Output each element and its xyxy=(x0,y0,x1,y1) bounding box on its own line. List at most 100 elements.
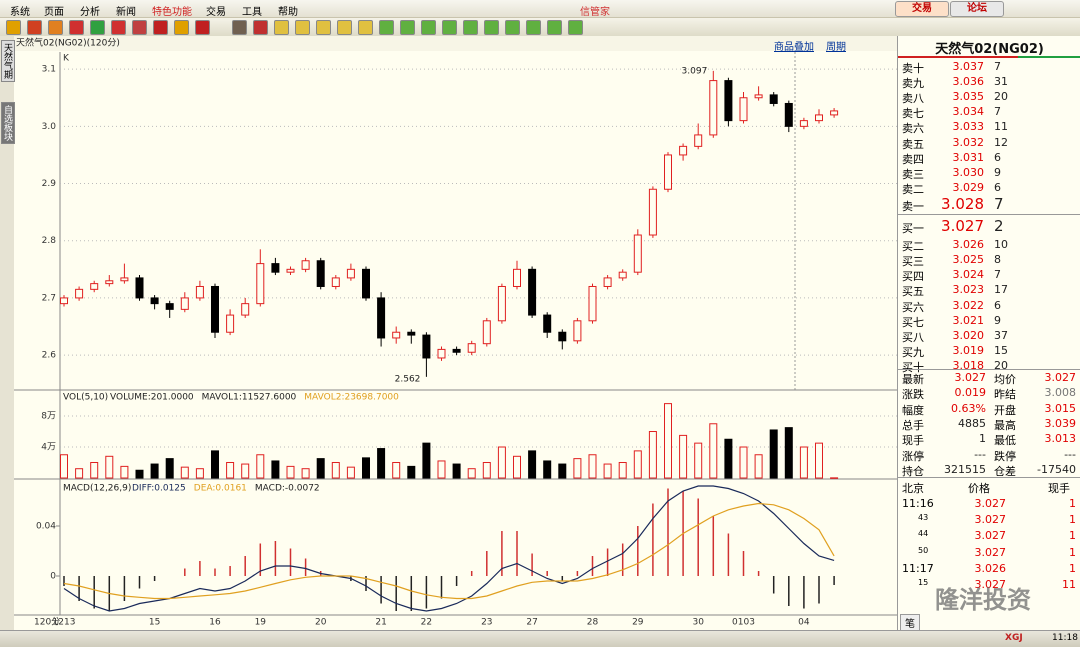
tool-icon[interactable] xyxy=(48,20,63,35)
stat-label: 涨停 xyxy=(902,449,924,463)
volume-bar xyxy=(362,457,370,479)
trade-qty: 1 xyxy=(1069,529,1076,543)
trade-time: 50 xyxy=(918,545,929,555)
tool-icon[interactable] xyxy=(400,20,415,35)
volume-bar xyxy=(105,455,114,479)
tool-icon[interactable] xyxy=(6,20,21,35)
menu-item[interactable]: 分析 xyxy=(80,7,100,18)
side-strip xyxy=(0,36,14,630)
side-tab[interactable]: 天然气期 xyxy=(1,40,15,82)
top-button[interactable]: 交易 xyxy=(895,1,949,17)
candle-body xyxy=(467,343,476,353)
chart-link[interactable]: 周期 xyxy=(826,42,846,53)
top-button[interactable]: 论坛 xyxy=(950,1,1004,17)
volume-bar xyxy=(301,468,310,479)
level-price: 3.027 xyxy=(941,217,984,235)
level-price: 3.024 xyxy=(952,268,985,282)
volume-bar xyxy=(513,455,521,479)
menu-item[interactable]: 工具 xyxy=(242,7,262,18)
legend-entry: MAVOL1:11527.6000 xyxy=(202,393,297,403)
tool-icon[interactable] xyxy=(316,20,331,35)
level-label: 买三 xyxy=(902,255,924,269)
menu-item[interactable]: 新闻 xyxy=(116,7,136,18)
tool-icon[interactable] xyxy=(379,20,394,35)
tool-icon[interactable] xyxy=(421,20,436,35)
tool-icon[interactable] xyxy=(547,20,562,35)
menu-item[interactable]: 帮助 xyxy=(278,7,298,18)
tool-icon[interactable] xyxy=(232,20,247,35)
tool-icon[interactable] xyxy=(484,20,499,35)
candle-body xyxy=(226,314,235,333)
tool-icon[interactable] xyxy=(174,20,189,35)
candle-body xyxy=(195,285,204,299)
volume-bar xyxy=(558,463,567,479)
stat-label: 昨结 xyxy=(994,388,1016,402)
tool-icon[interactable] xyxy=(153,20,168,35)
tool-icon[interactable] xyxy=(253,20,268,35)
tool-icon[interactable] xyxy=(195,20,210,35)
menu-item[interactable]: 交易 xyxy=(206,7,226,18)
tool-icon[interactable] xyxy=(463,20,478,35)
volume-bar xyxy=(271,460,280,479)
chart-link[interactable]: 商品叠加 xyxy=(774,42,814,53)
tool-icon[interactable] xyxy=(69,20,84,35)
candle-body xyxy=(90,283,99,290)
level-qty: 9 xyxy=(994,165,1001,179)
tool-icon[interactable] xyxy=(27,20,42,35)
tool-icon[interactable] xyxy=(505,20,520,35)
divider xyxy=(898,369,1080,370)
stat-value: 1 xyxy=(979,432,986,446)
level-label: 买四 xyxy=(902,270,924,284)
volume-bar xyxy=(392,462,401,479)
volume-bar xyxy=(543,460,552,479)
volume-bar xyxy=(739,446,748,479)
chart-header xyxy=(14,36,897,51)
candle-body xyxy=(422,334,431,359)
tool-icon[interactable] xyxy=(111,20,126,35)
tool-icon[interactable] xyxy=(442,20,457,35)
volume-bar xyxy=(528,450,537,479)
menu-item[interactable]: 系统 xyxy=(10,7,30,18)
y-tick-label: 8万 xyxy=(41,412,56,422)
level-label: 买五 xyxy=(902,285,924,299)
volume-bar xyxy=(815,442,823,479)
level-label: 卖八 xyxy=(902,92,924,106)
candle-body xyxy=(256,263,265,305)
x-axis-label: 120分 xyxy=(34,617,60,628)
menu-item[interactable]: 页面 xyxy=(44,7,64,18)
tool-icon[interactable] xyxy=(337,20,352,35)
legend-entry: DEA:0.0161 xyxy=(194,484,247,494)
stat-label: 最高 xyxy=(994,418,1016,432)
volume-bar xyxy=(467,468,476,479)
tool-icon[interactable] xyxy=(274,20,289,35)
tool-icon[interactable] xyxy=(568,20,583,35)
volume-bar xyxy=(633,450,642,479)
candle-body xyxy=(407,331,416,336)
level-qty: 15 xyxy=(994,343,1008,357)
tool-icon[interactable] xyxy=(358,20,373,35)
candle-body xyxy=(830,110,839,116)
candle-body xyxy=(452,348,461,353)
side-tab[interactable]: 自选板块 xyxy=(1,102,15,144)
menu-bar: 系统 页面 分析 新闻 特色功能 交易 工具 帮助 信管家 交易 论坛 xyxy=(0,0,1080,18)
level-qty: 6 xyxy=(994,150,1001,164)
candle-body xyxy=(558,331,567,342)
level-label: 买七 xyxy=(902,315,924,329)
tool-icon[interactable] xyxy=(526,20,541,35)
stat-label: 幅度 xyxy=(902,403,924,417)
tool-icon[interactable] xyxy=(295,20,310,35)
volume-bar xyxy=(784,427,793,479)
level-qty: 10 xyxy=(994,238,1008,252)
menu-item[interactable]: 特色功能 xyxy=(152,7,192,18)
volume-bar xyxy=(180,466,189,479)
candle-body xyxy=(120,277,129,282)
tool-icon[interactable] xyxy=(132,20,147,35)
footer-tab[interactable]: 笔 xyxy=(900,614,920,631)
level-qty: 9 xyxy=(994,313,1001,327)
volume-bar xyxy=(316,458,325,479)
level-price: 3.037 xyxy=(952,60,985,73)
candle-body xyxy=(497,285,506,322)
trade-time: 11:17 xyxy=(902,561,934,575)
tool-icon[interactable] xyxy=(90,20,105,35)
